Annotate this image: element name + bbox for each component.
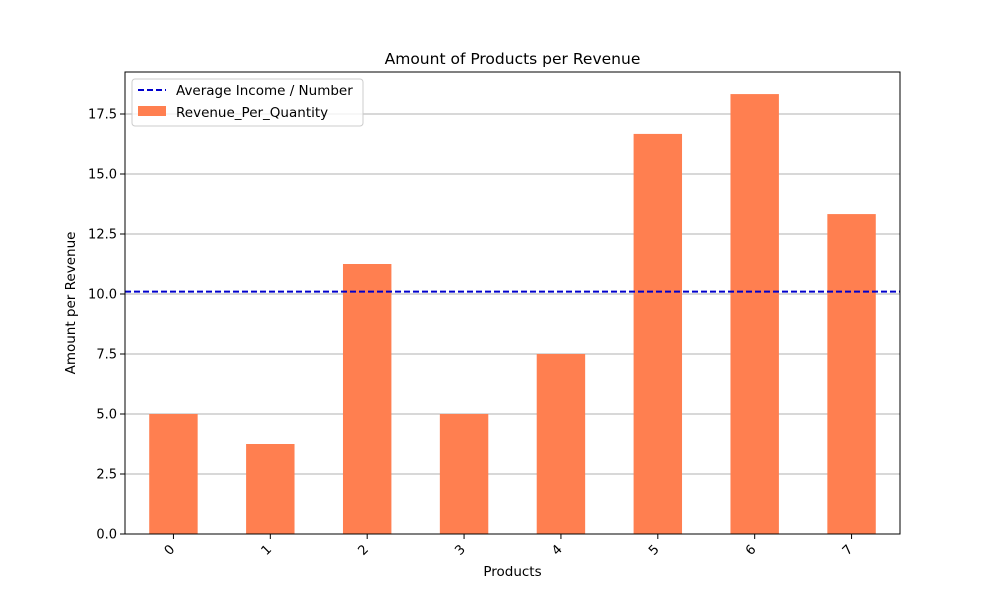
legend-bar-swatch xyxy=(138,106,166,116)
bar xyxy=(342,264,392,534)
chart-title: Amount of Products per Revenue xyxy=(385,50,641,68)
x-tick-label: 6 xyxy=(743,542,759,558)
y-axis-title: Amount per Revenue xyxy=(63,232,79,375)
bar xyxy=(439,414,489,534)
x-tick-label: 1 xyxy=(259,542,275,558)
x-axis-title: Products xyxy=(483,564,541,580)
x-tick-label: 5 xyxy=(646,542,662,558)
y-tick-label: 5.0 xyxy=(96,408,117,423)
bars xyxy=(149,94,876,535)
bar xyxy=(730,94,779,534)
bar xyxy=(246,444,295,534)
y-tick-label: 7.5 xyxy=(96,348,117,363)
y-tick-label: 15.0 xyxy=(88,168,117,183)
legend: Average Income / Number Revenue_Per_Quan… xyxy=(131,78,364,127)
grid-lines xyxy=(125,113,900,535)
y-tick-label: 12.5 xyxy=(88,228,117,243)
bar xyxy=(827,214,876,534)
y-tick-label: 2.5 xyxy=(96,468,117,483)
y-tick-label: 0.0 xyxy=(96,528,117,543)
x-tick-label: 2 xyxy=(355,542,371,558)
bar xyxy=(536,354,586,534)
x-tick-label: 0 xyxy=(162,542,178,558)
x-tick-label: 3 xyxy=(452,542,468,558)
legend-series-label: Revenue_Per_Quantity xyxy=(176,105,328,121)
legend-average-label: Average Income / Number xyxy=(176,83,353,99)
x-tick-label: 7 xyxy=(840,542,856,558)
bar xyxy=(633,133,683,535)
y-axis-ticks: 0.0 2.5 5.0 7.5 10.0 12.5 15.0 17.5 xyxy=(88,108,125,543)
x-tick-label: 4 xyxy=(549,542,565,558)
x-axis-ticks: 0 1 2 3 4 5 6 7 xyxy=(162,534,856,559)
plot-area-frame xyxy=(124,71,901,535)
bar xyxy=(149,414,198,534)
y-tick-label: 10.0 xyxy=(88,288,117,303)
y-tick-label: 17.5 xyxy=(88,108,117,123)
legend-box xyxy=(131,78,364,127)
